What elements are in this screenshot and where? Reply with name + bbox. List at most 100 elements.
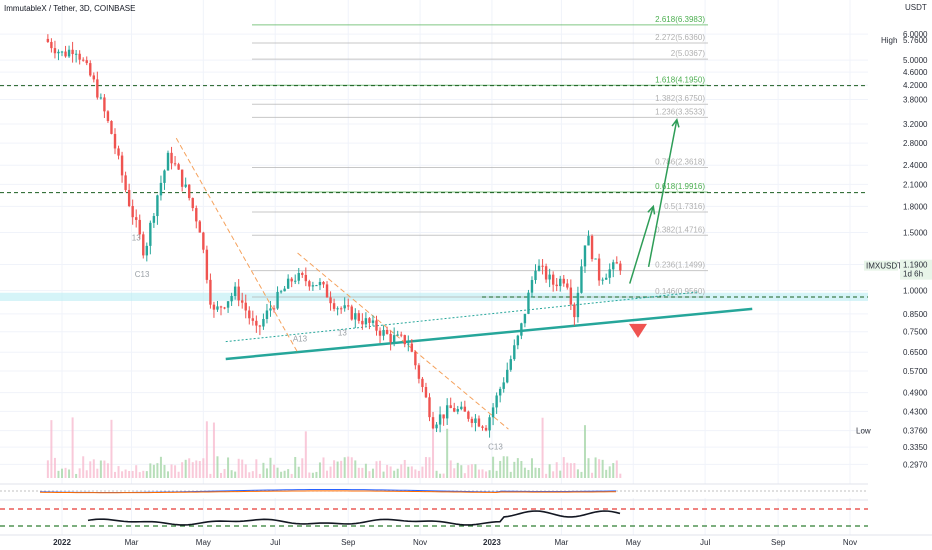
candle-body <box>403 335 406 345</box>
fibonacci-levels: 2.618(6.3983) 2.272(5.6360) 2(5.0367) 1.618… <box>252 15 708 298</box>
candle-body <box>262 318 265 327</box>
candle-body <box>566 283 569 288</box>
candle-body <box>463 406 467 412</box>
volume-bar <box>64 467 67 478</box>
candle-body <box>152 216 156 223</box>
candle-body <box>442 414 445 419</box>
volume-bar <box>576 469 579 478</box>
volume-bar <box>485 471 488 478</box>
fib-label: 0.786(2.3618) <box>655 158 705 167</box>
volume-bar <box>251 471 254 478</box>
chart-markers: 13 C13 A13 13 C13 <box>132 233 504 451</box>
trendlines <box>175 137 753 430</box>
volume-bar <box>562 457 565 478</box>
price-tick-label: 0.2970 <box>903 460 928 469</box>
grid <box>0 0 868 535</box>
volume-bar <box>368 471 371 478</box>
candle-body <box>343 305 346 309</box>
volume-bar <box>555 462 558 478</box>
macd-signal-line <box>39 490 617 494</box>
candle-body <box>96 79 99 98</box>
candle-body <box>237 286 240 301</box>
projection-arrow-line <box>629 206 655 284</box>
candle-body <box>410 343 414 352</box>
candle-body <box>170 152 173 164</box>
candle-body <box>113 133 117 149</box>
price-tick-label: 3.2000 <box>903 120 928 129</box>
volume-bar <box>509 471 512 478</box>
volume-bar <box>227 457 230 478</box>
volume-bar <box>333 460 336 478</box>
volume-bar <box>530 458 533 478</box>
candle-body <box>138 219 141 235</box>
candle-body <box>145 245 149 256</box>
setup-marker: A13 <box>293 335 308 344</box>
fib-label: 1.382(3.6750) <box>655 94 705 103</box>
price-tick-label: 2.4000 <box>903 161 928 170</box>
price-tick-label: 1.5000 <box>903 229 928 238</box>
candle-body <box>424 387 428 398</box>
price-tick-label: 0.8500 <box>903 310 928 319</box>
volume-bar <box>318 462 321 478</box>
volume-bar <box>220 472 223 478</box>
price-tick-label: 0.3350 <box>903 443 928 452</box>
volume-bar <box>477 469 480 478</box>
volume-bar <box>453 468 456 478</box>
candle-body <box>202 232 205 250</box>
price-tick-label: 0.3760 <box>903 427 928 436</box>
volume-bar <box>410 466 413 478</box>
volume-bar <box>237 458 240 478</box>
volume-bar <box>414 469 417 478</box>
candle-body <box>385 329 389 334</box>
candle-body <box>286 278 290 289</box>
volume-bar <box>470 464 473 478</box>
volume-bar <box>167 471 170 478</box>
candle-body <box>131 205 134 218</box>
fib-label: 0.618(1.9916) <box>655 182 705 191</box>
volume-bar <box>258 473 261 478</box>
candle-body <box>244 302 247 311</box>
volume-bar <box>114 471 117 478</box>
volume-bar <box>46 460 49 478</box>
candle-body <box>156 195 159 217</box>
candle-body <box>276 291 279 309</box>
candle-body <box>46 38 50 42</box>
candle-body <box>375 320 378 331</box>
candle-body <box>559 278 562 287</box>
candle-body <box>50 41 53 49</box>
candle-body <box>184 184 187 187</box>
volume-bar <box>152 464 155 478</box>
high-label: High <box>881 36 897 45</box>
candle-body <box>315 285 318 287</box>
volume-bar <box>269 457 272 478</box>
volume-bar <box>145 471 148 478</box>
volume-bar <box>135 465 138 478</box>
volume-bar <box>615 460 618 478</box>
candle-body <box>389 333 392 343</box>
candle-body <box>89 63 92 76</box>
candle-body <box>378 330 382 336</box>
projection-arrow-line <box>647 119 678 268</box>
candle-body <box>272 308 276 310</box>
candle-body <box>230 295 233 302</box>
volume-bar <box>389 466 392 478</box>
candle-body <box>417 365 421 379</box>
low-label: Low <box>856 427 871 436</box>
volume-bar <box>262 462 265 478</box>
volume-bar <box>156 463 159 478</box>
fib-label: 0.5(1.7316) <box>664 202 705 211</box>
time-axis: 2022 Mar May Jul Sep Nov 2023 Mar May Jul Sep Nov <box>0 534 932 547</box>
volume-bar <box>248 472 251 478</box>
candle-body <box>180 169 184 187</box>
high-value: 5.7600 <box>903 36 928 45</box>
volume-bar <box>184 459 187 478</box>
candle-body <box>604 277 608 280</box>
candle-body <box>414 351 417 366</box>
candle-body <box>127 189 131 206</box>
candle-body <box>124 175 127 190</box>
time-tick-label: Nov <box>843 538 857 547</box>
candle-body <box>294 280 297 282</box>
candle-body <box>60 51 64 53</box>
candle-body <box>117 148 120 156</box>
